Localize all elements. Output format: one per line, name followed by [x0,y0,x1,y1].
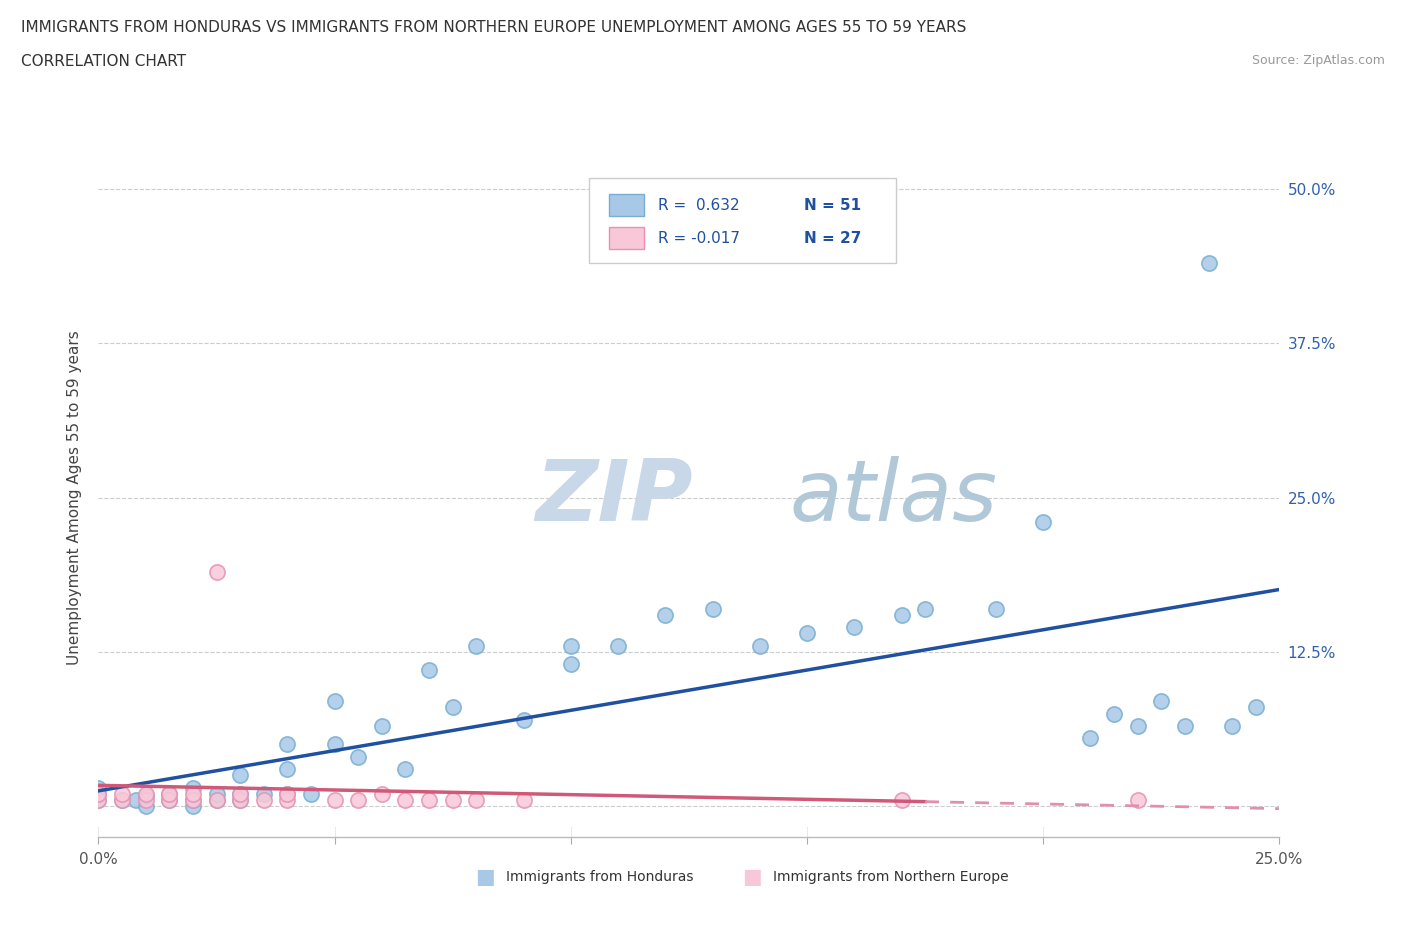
Point [253,787,276,802]
Point [1220,719,1243,734]
Text: Immigrants from Honduras: Immigrants from Honduras [506,870,693,884]
Point [229,792,252,807]
Point [181,792,204,807]
Point [135,799,157,814]
Point [229,792,252,807]
Point [181,787,204,802]
Text: N = 51: N = 51 [803,198,860,213]
Point [276,787,298,802]
Point [418,792,440,807]
Point [111,792,134,807]
Point [1126,792,1149,807]
Point [87,792,110,807]
Text: IMMIGRANTS FROM HONDURAS VS IMMIGRANTS FROM NORTHERN EUROPE UNEMPLOYMENT AMONG A: IMMIGRANTS FROM HONDURAS VS IMMIGRANTS F… [21,20,966,35]
Point [253,792,276,807]
Point [87,792,110,807]
Point [323,737,346,751]
Point [418,663,440,678]
Point [347,792,370,807]
Point [276,787,298,802]
Y-axis label: Unemployment Among Ages 55 to 59 years: Unemployment Among Ages 55 to 59 years [67,330,83,665]
Point [394,792,416,807]
Point [890,607,912,622]
Point [347,750,370,764]
Point [1198,256,1220,271]
Point [394,762,416,777]
Point [323,694,346,709]
Point [276,737,298,751]
Point [984,601,1007,616]
Point [607,638,630,653]
Point [1080,731,1102,746]
FancyBboxPatch shape [609,227,644,249]
Point [87,787,110,802]
Point [890,792,912,807]
Point [465,792,488,807]
Point [135,792,157,807]
Point [1032,515,1054,530]
FancyBboxPatch shape [589,179,896,263]
Point [441,700,464,715]
Point [181,799,204,814]
Point [299,787,322,802]
Text: ZIP: ZIP [536,456,693,539]
FancyBboxPatch shape [609,194,644,216]
Point [1126,719,1149,734]
Point [276,762,298,777]
Point [371,787,394,802]
Point [181,792,204,807]
Point [229,768,252,783]
Point [914,601,936,616]
Point [1174,719,1197,734]
Point [157,792,180,807]
Point [111,787,134,802]
Text: Immigrants from Northern Europe: Immigrants from Northern Europe [773,870,1010,884]
Point [157,792,180,807]
Text: ■: ■ [742,867,762,887]
Text: R =  0.632: R = 0.632 [658,198,740,213]
Point [157,787,180,802]
Point [702,601,724,616]
Point [844,619,866,634]
Point [181,780,204,795]
Point [323,792,346,807]
Text: Source: ZipAtlas.com: Source: ZipAtlas.com [1251,54,1385,67]
Point [796,626,818,641]
Point [205,792,228,807]
Point [111,792,134,807]
Text: atlas: atlas [789,456,997,539]
Point [1150,694,1173,709]
Point [135,787,157,802]
Point [748,638,770,653]
Point [157,787,180,802]
Point [229,787,252,802]
Point [465,638,488,653]
Point [135,789,157,804]
Point [654,607,676,622]
Text: CORRELATION CHART: CORRELATION CHART [21,54,186,69]
Point [205,792,228,807]
Text: ■: ■ [475,867,495,887]
Point [1102,706,1125,721]
Point [560,638,582,653]
Point [87,787,110,802]
Point [560,657,582,671]
Point [276,792,298,807]
Point [205,787,228,802]
Point [512,712,534,727]
Text: N = 27: N = 27 [803,231,860,246]
Point [512,792,534,807]
Point [229,787,252,802]
Point [441,792,464,807]
Point [205,565,228,579]
Point [87,780,110,795]
Point [125,792,148,807]
Point [1244,700,1267,715]
Text: R = -0.017: R = -0.017 [658,231,740,246]
Point [371,719,394,734]
